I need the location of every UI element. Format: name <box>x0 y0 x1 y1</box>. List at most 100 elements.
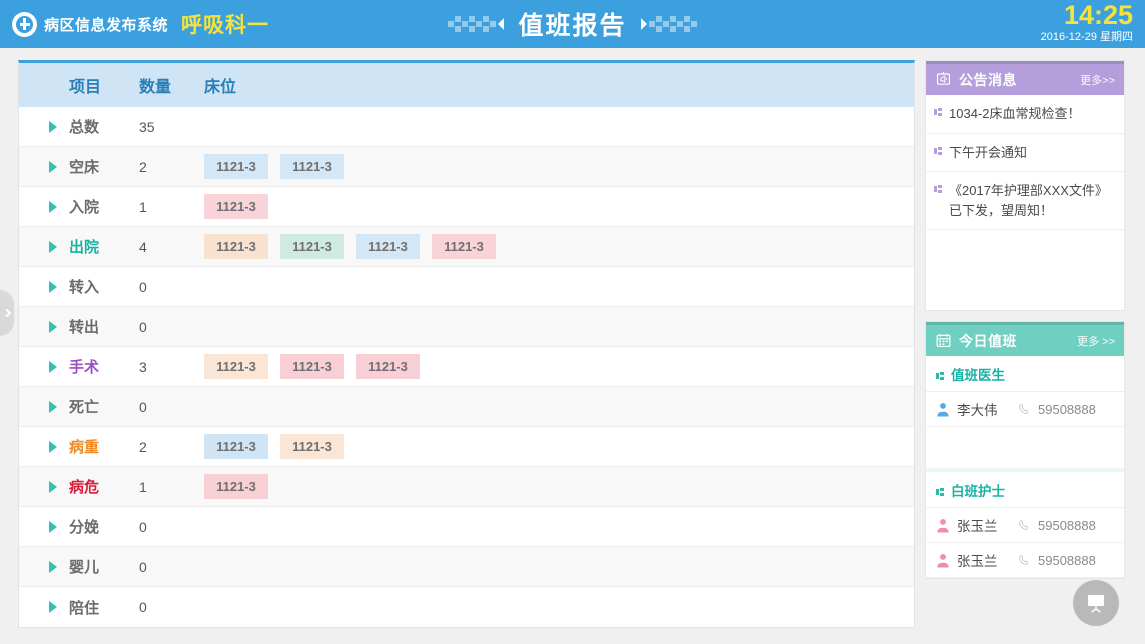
row-count-cell: 4 <box>139 238 147 255</box>
row-item-cell: 病重 <box>19 436 139 457</box>
page-content: 项目 数量 床位 总数 35 空床 2 1121-3 1121-3 入院 1 1121-3 出院 4… <box>0 48 1145 644</box>
row-count-cell: 0 <box>139 599 147 615</box>
sidebar-expand-toggle[interactable] <box>0 290 14 336</box>
presentation-mode-button[interactable] <box>1073 580 1119 626</box>
brand-name: 病区信息发布系统 <box>44 16 169 34</box>
notice-text: 下午开会通知 <box>949 144 1028 160</box>
bed-tag[interactable]: 1121-3 <box>280 234 344 259</box>
announcement-board-icon <box>936 71 951 85</box>
bullet-marker-icon <box>936 487 945 497</box>
bed-tag[interactable]: 1121-3 <box>356 354 420 379</box>
triangle-bullet-icon <box>49 320 57 333</box>
bed-tag[interactable]: 1121-3 <box>204 194 268 219</box>
row-count-cell: 1 <box>139 478 147 495</box>
phone-icon <box>1019 519 1029 530</box>
duty-panel-title: 今日值班 <box>959 332 1017 349</box>
bed-tag[interactable]: 1121-3 <box>280 354 344 379</box>
notice-list: 1034-2床血常规检查！ 下午开会通知《2017年护理部XXX文件》已下发，望周… <box>926 95 1124 310</box>
triangle-bullet-icon <box>49 480 57 493</box>
bed-tag[interactable]: 1121-3 <box>280 434 344 459</box>
table-row[interactable]: 转入 0 <box>19 267 914 307</box>
row-count-cell: 2 <box>139 438 147 455</box>
bed-tag[interactable]: 1121-3 <box>204 154 268 179</box>
bed-tag[interactable]: 1121-3 <box>204 434 268 459</box>
table-row[interactable]: 死亡 0 <box>19 387 914 427</box>
notice-item[interactable]: 《2017年护理部XXX文件》已下发，望周知！ <box>926 172 1124 230</box>
row-bed-cell: 1121-3 1121-3 1121-3 1121-3 <box>204 234 914 259</box>
notice-text: 1034-2床血常规检查！ <box>949 106 1081 121</box>
row-item-label: 死亡 <box>69 399 100 416</box>
row-item-cell: 出院 <box>19 236 139 257</box>
ward-summary-table: 项目 数量 床位 总数 35 空床 2 1121-3 1121-3 入院 1 1121-3 出院 4… <box>18 60 915 628</box>
bed-tag[interactable]: 1121-3 <box>204 474 268 499</box>
row-item-cell: 手术 <box>19 356 139 377</box>
row-count-cell: 0 <box>139 318 147 335</box>
notice-item[interactable]: 1034-2床血常规检查！ <box>926 95 1124 134</box>
bed-tag[interactable]: 1121-3 <box>356 234 420 259</box>
brand-block: 病区信息发布系统 呼吸科一 <box>0 9 269 39</box>
bed-tag[interactable]: 1121-3 <box>204 354 268 379</box>
hospital-cross-logo-icon <box>12 11 37 37</box>
current-time: 14:25 <box>1063 0 1133 30</box>
row-count-cell: 1 <box>139 198 147 215</box>
duty-list: 值班医生 李大伟 59508888 白班护士 张玉兰 59508888 张玉兰 5950888… <box>926 356 1124 578</box>
row-item-cell: 总数 <box>19 116 139 137</box>
table-row[interactable]: 婴儿 0 <box>19 547 914 587</box>
notice-item[interactable]: 下午开会通知 <box>926 134 1124 172</box>
duty-more-link[interactable]: 更多 >> <box>1077 335 1115 348</box>
triangle-bullet-icon <box>49 520 57 533</box>
bed-tag[interactable]: 1121-3 <box>280 154 344 179</box>
row-bed-cell: 1121-3 1121-3 <box>204 434 914 459</box>
row-item-label: 入院 <box>69 199 100 216</box>
row-item-label: 婴儿 <box>69 559 100 576</box>
table-row[interactable]: 陪住 0 <box>19 587 914 627</box>
row-count-cell: 3 <box>139 358 147 375</box>
page-title: 值班报告 <box>518 12 627 40</box>
row-item-cell: 分娩 <box>19 516 139 537</box>
duty-group-spacer <box>926 427 1124 472</box>
notice-panel-title: 公告消息 <box>959 71 1017 88</box>
table-row[interactable]: 转出 0 <box>19 307 914 347</box>
duty-person-phone: 59508888 <box>1038 401 1096 417</box>
row-item-label: 手术 <box>69 359 100 376</box>
row-count-cell: 0 <box>139 558 147 575</box>
row-item-cell: 陪住 <box>19 597 139 618</box>
duty-group-label: 白班护士 <box>951 484 1005 499</box>
duty-group-title: 白班护士 <box>926 472 1124 508</box>
notice-panel: 公告消息 更多>> 1034-2床血常规检查！ 下午开会通知《2017年护理部XX… <box>925 60 1125 311</box>
table-row[interactable]: 空床 2 1121-3 1121-3 <box>19 147 914 187</box>
row-item-cell: 空床 <box>19 156 139 177</box>
duty-group-title: 值班医生 <box>926 356 1124 392</box>
column-header-count: 数量 <box>139 79 172 96</box>
table-row[interactable]: 分娩 0 <box>19 507 914 547</box>
table-body: 总数 35 空床 2 1121-3 1121-3 入院 1 1121-3 出院 4 1121-3 112… <box>19 107 914 627</box>
duty-person-name: 李大伟 <box>957 403 998 418</box>
row-bed-cell: 1121-3 1121-3 <box>204 154 914 179</box>
bed-tag[interactable]: 1121-3 <box>432 234 496 259</box>
table-row[interactable]: 入院 1 1121-3 <box>19 187 914 227</box>
table-row[interactable]: 病重 2 1121-3 1121-3 <box>19 427 914 467</box>
table-row[interactable]: 手术 3 1121-3 1121-3 1121-3 <box>19 347 914 387</box>
table-row[interactable]: 出院 4 1121-3 1121-3 1121-3 1121-3 <box>19 227 914 267</box>
duty-person-row[interactable]: 张玉兰 59508888 <box>926 508 1124 543</box>
row-bed-cell: 1121-3 <box>204 474 914 499</box>
duty-person-row[interactable]: 李大伟 59508888 <box>926 392 1124 427</box>
table-row[interactable]: 病危 1 1121-3 <box>19 467 914 507</box>
current-date: 2016-12-29 星期四 <box>1040 31 1133 43</box>
triangle-bullet-icon <box>49 360 57 373</box>
bullet-marker-icon <box>936 371 945 381</box>
bullet-marker-icon <box>934 146 943 156</box>
notice-more-link[interactable]: 更多>> <box>1080 74 1115 87</box>
triangle-bullet-icon <box>49 400 57 413</box>
duty-person-row[interactable]: 张玉兰 59508888 <box>926 543 1124 578</box>
clock-block: 14:25 2016-12-29 星期四 <box>1041 2 1133 43</box>
row-item-label: 陪住 <box>69 599 100 617</box>
nurse-avatar-icon <box>937 553 949 567</box>
table-header-row: 项目 数量 床位 <box>19 63 914 107</box>
table-row[interactable]: 总数 35 <box>19 107 914 147</box>
triangle-bullet-icon <box>49 440 57 453</box>
bed-tag[interactable]: 1121-3 <box>204 234 268 259</box>
decorative-diamonds-right-icon <box>640 16 697 32</box>
duty-person-name: 张玉兰 <box>957 519 998 534</box>
side-column: 公告消息 更多>> 1034-2床血常规检查！ 下午开会通知《2017年护理部XX… <box>925 60 1125 644</box>
